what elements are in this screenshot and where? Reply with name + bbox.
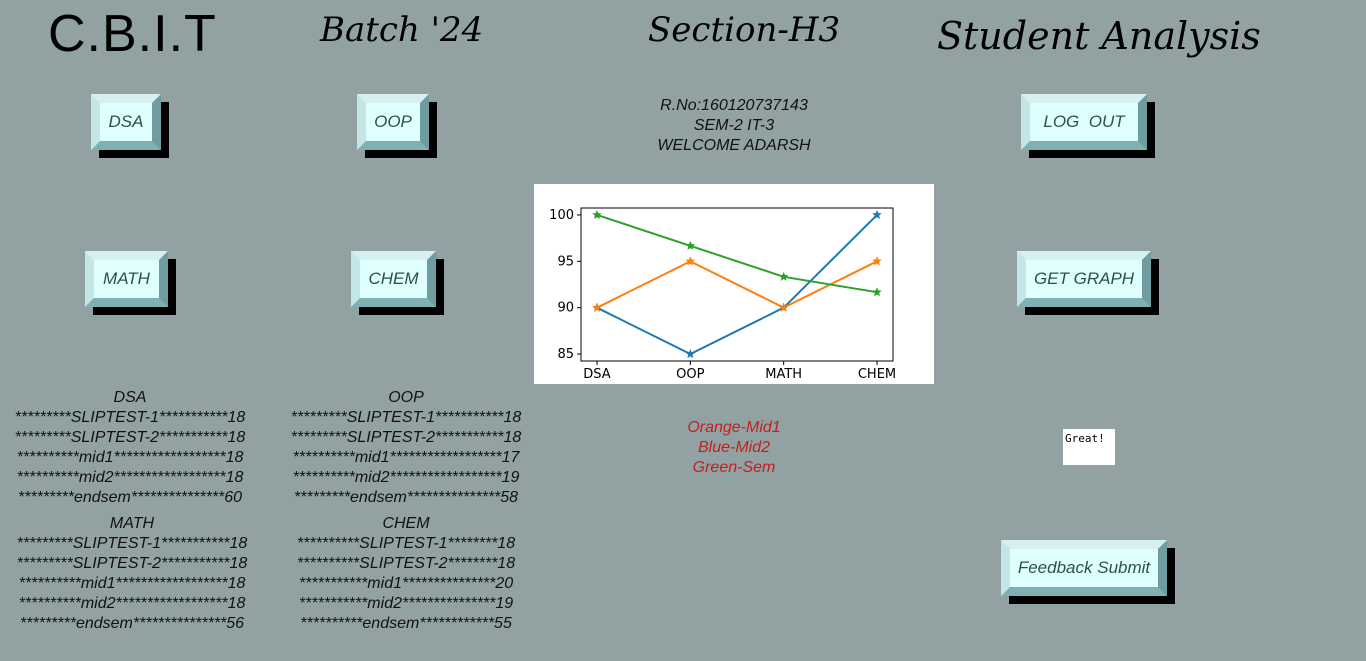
y-tick-label: 85 <box>557 347 574 362</box>
marks-line: **********mid2******************18 <box>16 469 244 486</box>
get-graph-button[interactable]: GET GRAPH <box>1017 251 1151 307</box>
dsa-button[interactable]: DSA <box>91 94 161 150</box>
series-point-2 <box>592 209 602 219</box>
series-point-0 <box>685 349 696 359</box>
plot-frame <box>580 207 894 362</box>
dsa-marks-title: DSA <box>113 389 147 406</box>
chart-legend-note: Orange-Mid1 Blue-Mid2 Green-Sem <box>634 418 834 478</box>
chem-marks: CHEM **********SLIPTEST-1********18 ****… <box>280 514 532 634</box>
section-title: Section-H3 <box>648 10 841 50</box>
college-title: C.B.I.T <box>48 5 217 63</box>
chem-marks-title: CHEM <box>382 515 430 532</box>
dsa-marks: DSA *********SLIPTEST-1***********18 ***… <box>4 388 256 508</box>
x-tick-label: DSA <box>583 367 611 382</box>
series-point-1 <box>685 256 696 266</box>
oop-button-label: OOP <box>366 103 420 141</box>
marks-line: **********mid1******************18 <box>16 449 244 466</box>
y-tick-label: 90 <box>557 301 574 316</box>
y-tick-label: 100 <box>549 208 574 223</box>
marks-line: *********SLIPTEST-1***********18 <box>16 535 248 552</box>
series-point-1 <box>778 302 789 312</box>
series-point-2 <box>685 240 696 250</box>
marks-line: *********endsem***************56 <box>19 615 245 632</box>
legend-blue: Blue-Mid2 <box>697 439 771 456</box>
series-point-1 <box>592 302 602 312</box>
marks-line: **********SLIPTEST-2********18 <box>296 555 516 572</box>
x-tick-label: MATH <box>765 367 802 382</box>
oop-marks: OOP *********SLIPTEST-1***********18 ***… <box>280 388 532 508</box>
series-point-2 <box>872 287 882 297</box>
student-info: R.No:160120737143 SEM-2 IT-3 WELCOME ADA… <box>594 96 874 156</box>
series-point-1 <box>872 256 882 266</box>
marks-line: **********mid1******************17 <box>292 449 520 466</box>
marks-line: *********SLIPTEST-1***********18 <box>14 409 246 426</box>
marks-line: **********mid2******************19 <box>292 469 520 486</box>
feedback-submit-button-label: Feedback Submit <box>1010 549 1158 587</box>
marks-chart-svg: 85 90 95 100 DSA OOP MATH CHEM <box>549 207 896 382</box>
feedback-submit-button[interactable]: Feedback Submit <box>1001 540 1167 596</box>
batch-title: Batch '24 <box>320 10 484 50</box>
marks-line: **********endsem************55 <box>300 615 512 632</box>
y-tick-label: 95 <box>557 254 574 269</box>
marks-line: *********SLIPTEST-1***********18 <box>290 409 522 426</box>
marks-line: **********mid1******************18 <box>18 575 246 592</box>
math-marks: MATH *********SLIPTEST-1***********18 **… <box>6 514 258 634</box>
marks-line: *********SLIPTEST-2***********18 <box>14 429 246 446</box>
series-point-2 <box>778 271 789 281</box>
chem-button[interactable]: CHEM <box>351 251 436 307</box>
get-graph-button-label: GET GRAPH <box>1026 260 1142 298</box>
marks-line: *********SLIPTEST-2***********18 <box>290 429 522 446</box>
marks-line: **********mid2******************18 <box>18 595 246 612</box>
math-button-label: MATH <box>94 260 159 298</box>
marks-line: **********SLIPTEST-1********18 <box>296 535 516 552</box>
roll-number: R.No:160120737143 <box>660 97 808 114</box>
series-line-2 <box>596 214 878 294</box>
logout-button[interactable]: LOG OUT <box>1021 94 1147 150</box>
dsa-button-label: DSA <box>100 103 152 141</box>
legend-green: Green-Sem <box>692 459 776 476</box>
math-marks-title: MATH <box>109 515 155 532</box>
chem-button-label: CHEM <box>360 260 427 298</box>
math-button[interactable]: MATH <box>85 251 168 307</box>
logout-button-label: LOG OUT <box>1030 103 1138 141</box>
feedback-input[interactable]: Great! <box>1063 429 1115 465</box>
series-line-0 <box>596 214 878 356</box>
marks-chart: 85 90 95 100 DSA OOP MATH CHEM <box>534 184 934 384</box>
oop-button[interactable]: OOP <box>357 94 429 150</box>
marks-line: *********SLIPTEST-2***********18 <box>16 555 248 572</box>
semester-info: SEM-2 IT-3 <box>693 117 775 134</box>
marks-line: *********endsem***************58 <box>293 489 519 506</box>
series-point-0 <box>872 209 882 219</box>
legend-orange: Orange-Mid1 <box>687 419 781 436</box>
oop-marks-title: OOP <box>388 389 424 406</box>
welcome-text: WELCOME ADARSH <box>657 137 811 154</box>
x-tick-label: OOP <box>676 367 704 382</box>
marks-line: ***********mid1***************20 <box>298 575 514 592</box>
marks-line: ***********mid2***************19 <box>298 595 514 612</box>
marks-line: *********endsem***************60 <box>17 489 243 506</box>
x-tick-label: CHEM <box>858 367 896 382</box>
app-title: Student Analysis <box>937 14 1261 58</box>
